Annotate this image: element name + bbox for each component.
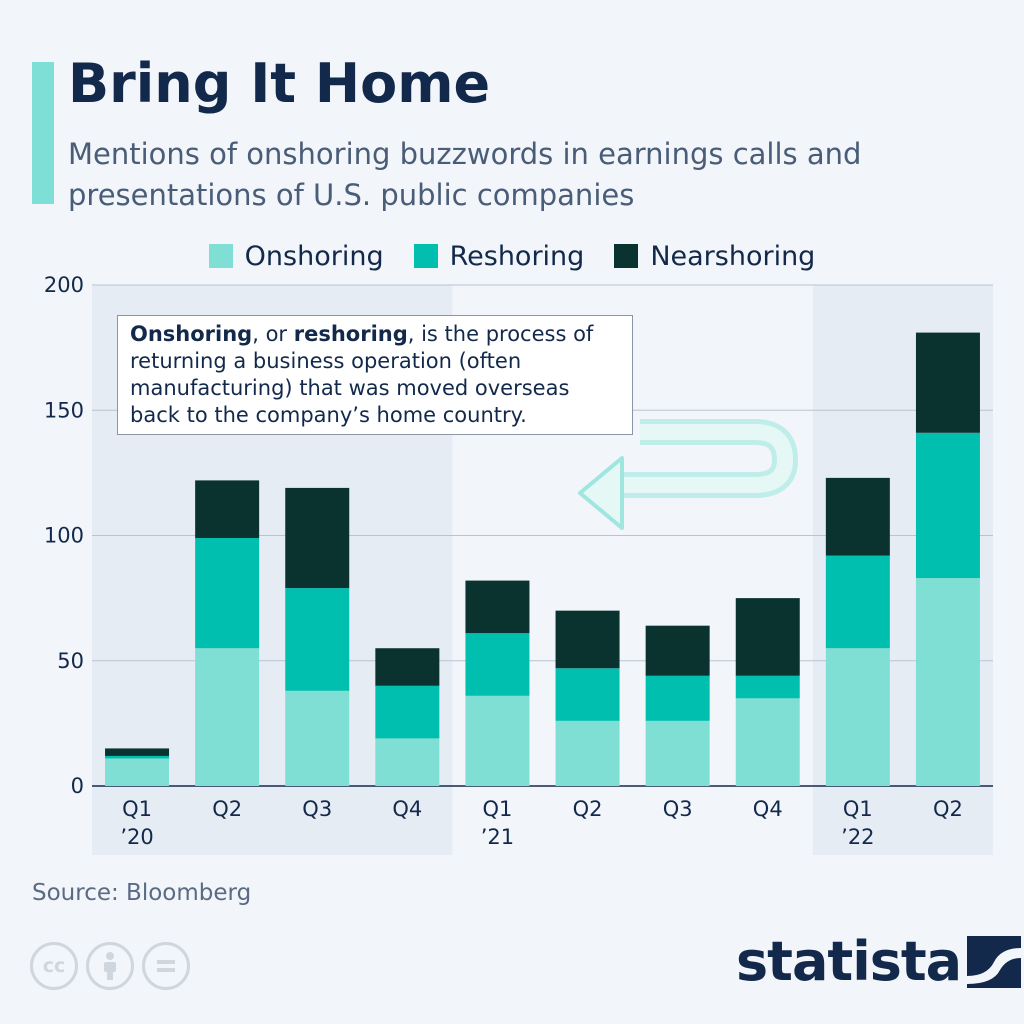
bar-segment-reshoring [465,633,530,696]
x-tick-label: Q1 [483,797,513,821]
bar-segment-onshoring [105,758,170,786]
callout-term-onshoring: Onshoring [130,322,253,346]
bar-segment-reshoring [285,588,350,691]
bar-segment-nearshoring [825,477,890,556]
legend-label-reshoring: Reshoring [449,240,585,272]
statista-wave-icon [967,935,1022,988]
bar-segment-nearshoring [645,625,710,676]
bar-segment-nearshoring [195,480,260,539]
legend-swatch-reshoring [413,244,438,268]
bar-segment-onshoring [195,648,260,786]
page-title: Bring It Home [68,52,491,115]
legend-item-reshoring: Reshoring [413,240,585,272]
bar-segment-onshoring [825,648,890,786]
bar-segment-nearshoring [105,748,170,756]
bar-segment-nearshoring [555,610,620,669]
x-tick-label: Q2 [212,797,242,821]
legend-item-nearshoring: Nearshoring [614,241,815,272]
x-tick-label: Q1 [122,797,152,821]
bar-segment-onshoring [465,695,530,786]
y-tick-label: 50 [57,649,84,673]
statista-logo[interactable]: statista [736,930,1022,993]
y-tick-label: 200 [44,273,84,297]
x-tick-label: Q3 [302,797,332,821]
callout-text-2: , is the process of returning a business… [130,322,594,427]
no-derivatives-icon[interactable] [142,942,190,990]
x-tick-label: Q2 [573,797,603,821]
title-accent-bar [32,62,54,204]
attribution-icon[interactable] [86,942,134,990]
legend-item-onshoring: Onshoring [208,240,384,272]
bar-segment-reshoring [195,538,260,649]
bar-segment-onshoring [915,578,980,786]
bar-segment-reshoring [825,555,890,649]
callout-term-reshoring: reshoring [293,322,408,346]
bar-segment-onshoring [285,690,350,786]
legend-swatch-nearshoring [614,244,639,268]
return-arrow-icon [578,419,798,530]
x-tick-label: ’21 [481,825,514,849]
page-subtitle: Mentions of onshoring buzzwords in earni… [68,137,862,212]
legend-label-onshoring: Onshoring [244,240,384,272]
x-tick-label: ’20 [120,825,153,849]
bar-segment-reshoring [375,685,440,739]
source-note: Source: Bloomberg [32,880,252,906]
license-icons: cc [30,942,190,990]
brand-name: statista [736,930,962,993]
bar-segment-reshoring [735,675,800,699]
y-tick-label: 0 [71,774,84,798]
bar-segment-onshoring [555,720,620,786]
x-tick-label: Q2 [933,797,963,821]
bar-segment-nearshoring [915,332,980,433]
bar-segment-nearshoring [375,648,440,686]
bar-segment-onshoring [375,738,440,786]
bar-segment-onshoring [645,720,710,786]
bar-segment-reshoring [645,675,710,721]
bar-segment-reshoring [105,755,170,759]
x-tick-label: ’22 [841,825,874,849]
bar-segment-nearshoring [465,580,530,634]
definition-callout: Onshoring, or reshoring, is the process … [117,315,633,435]
x-tick-label: Q4 [392,797,422,821]
cc-icon[interactable]: cc [30,942,78,990]
callout-text-1: , or [252,322,294,346]
bar-segment-nearshoring [735,598,800,676]
bar-segment-reshoring [915,432,980,579]
bar-segment-onshoring [735,698,800,786]
legend-label-nearshoring: Nearshoring [650,240,816,272]
y-tick-label: 150 [44,398,84,422]
x-tick-label: Q1 [843,797,873,821]
chart-legend: Onshoring Reshoring Nearshoring [0,238,1024,274]
legend-swatch-onshoring [208,244,233,268]
x-tick-label: Q3 [663,797,693,821]
y-tick-label: 100 [44,524,84,548]
bar-segment-reshoring [555,668,620,721]
x-tick-label: Q4 [753,797,783,821]
bar-segment-nearshoring [285,487,350,589]
